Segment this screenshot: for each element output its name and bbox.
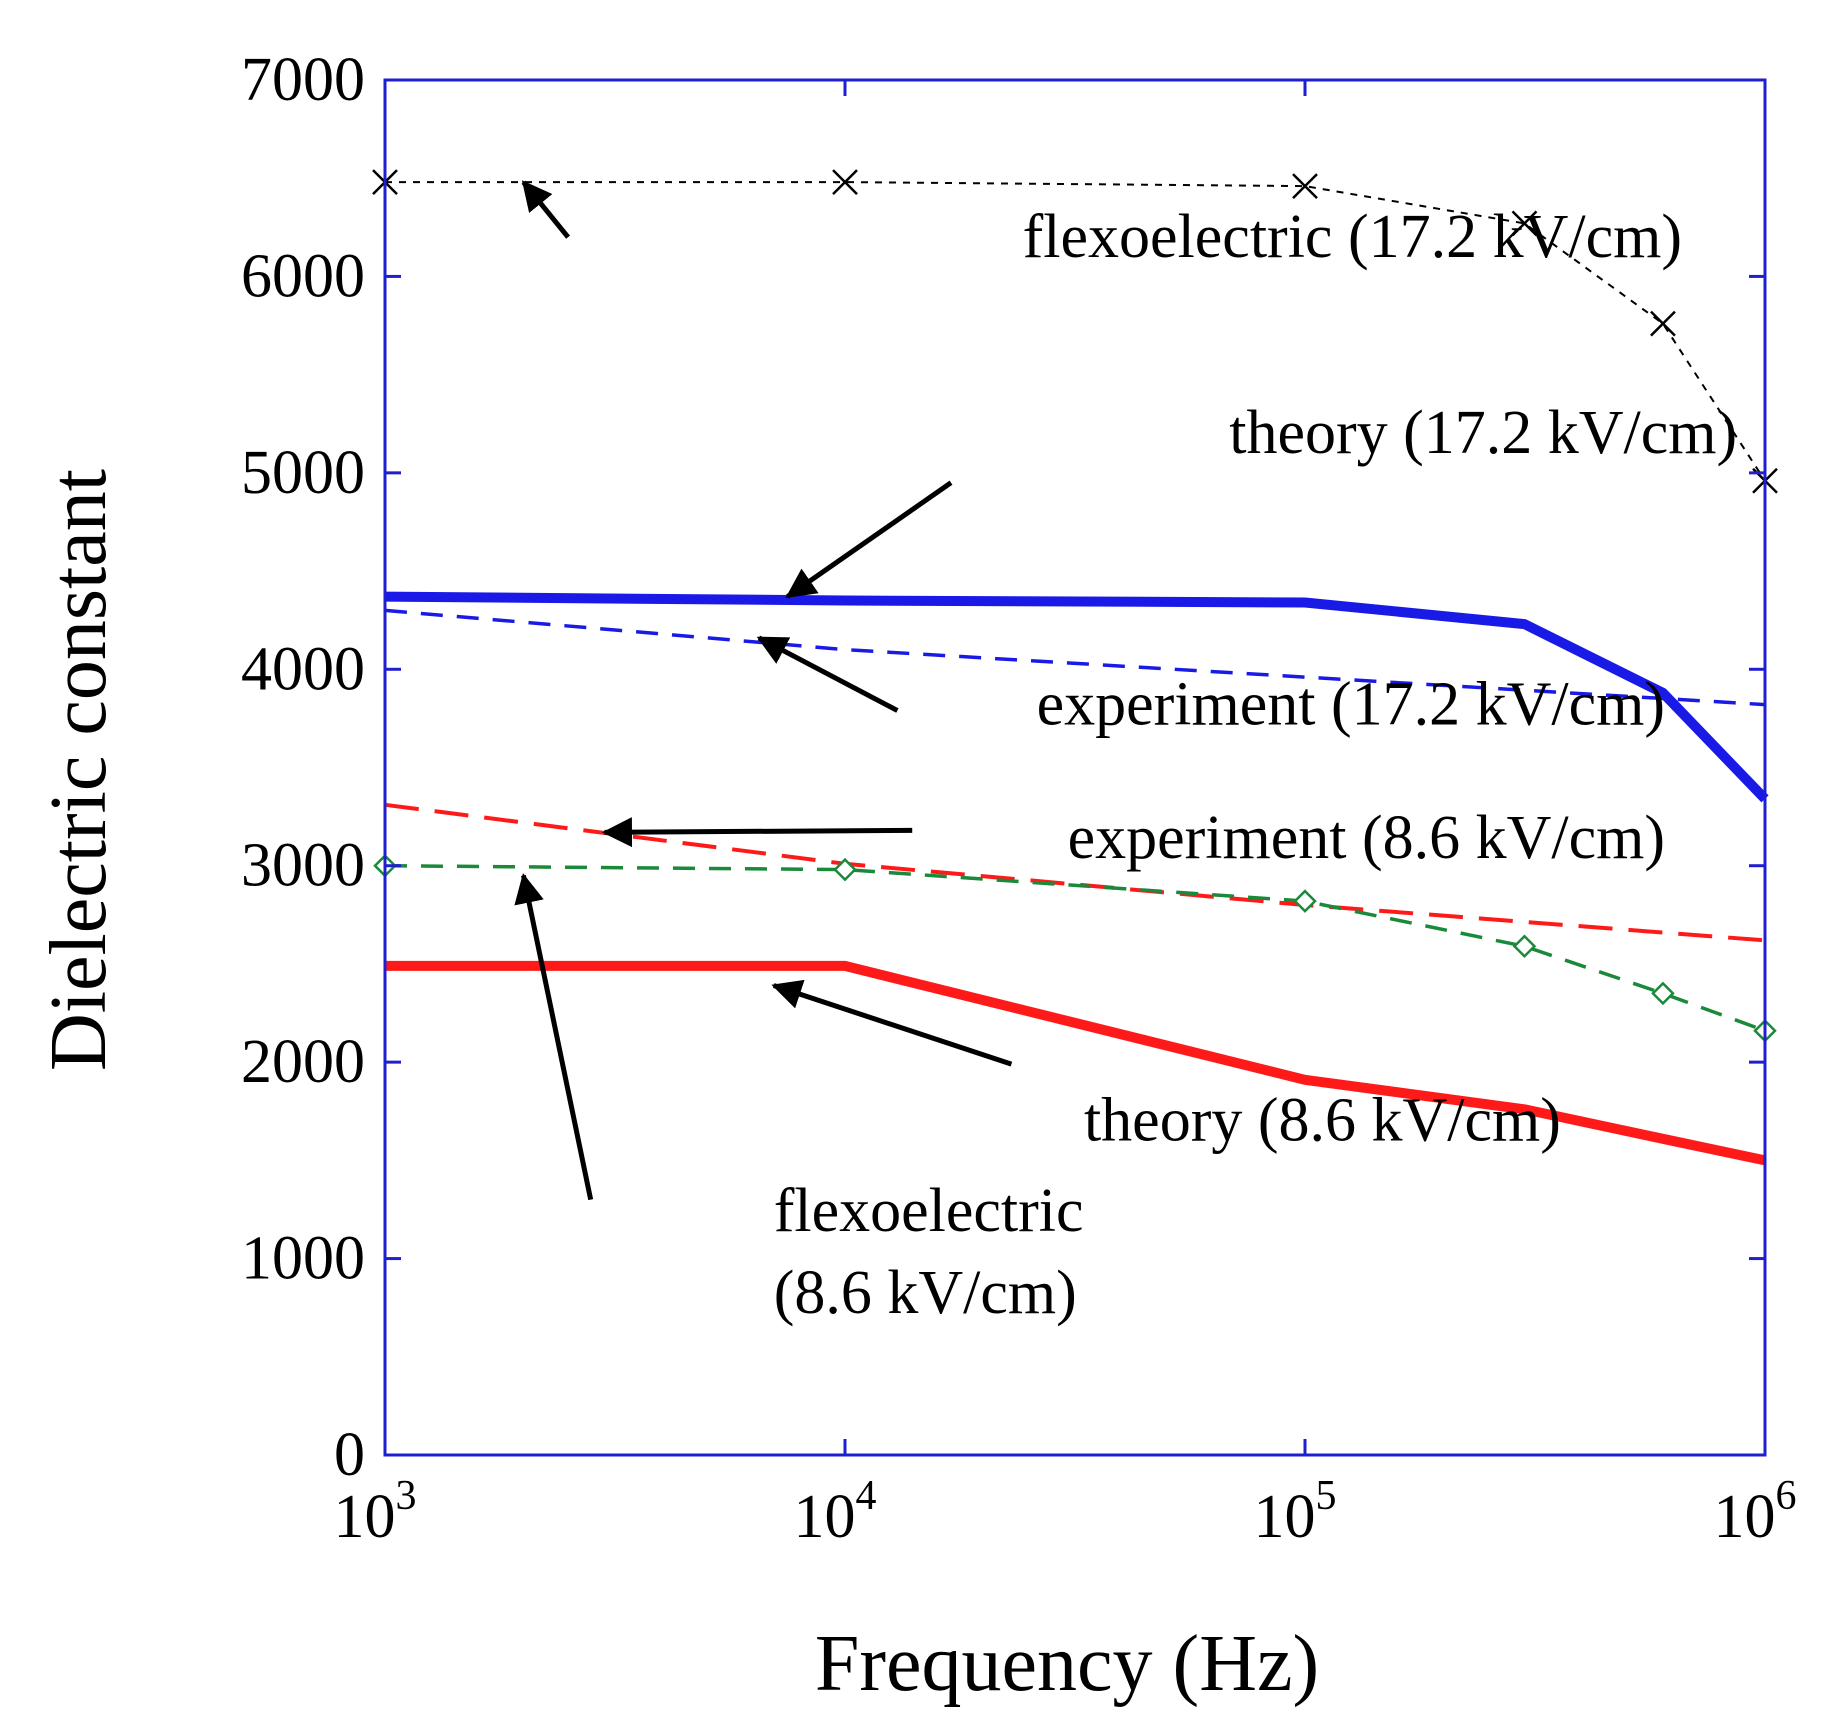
plot-frame [383,78,1767,1457]
x-tick-label: 104 [794,1473,877,1551]
annotation-theory-17-2-kv-cm: theory (17.2 kV/cm) [785,399,1737,599]
data-point [1512,934,1537,959]
data-point [833,857,857,882]
series-layer [372,169,1778,1166]
y-tick-label: 3000 [241,832,365,900]
series-experiment-17-2-kv-cm [384,608,1766,707]
data-point [1650,310,1676,337]
ticks-layer [383,78,1767,1457]
annotation-label: flexoelectric (17.2 kV/cm) [1023,203,1682,271]
annotation-experiment-17-2-kv-cm: experiment (17.2 kV/cm) [756,635,1665,738]
series-theory-8-6-kv-cm [385,960,1767,1166]
data-point [1511,210,1538,237]
x-tick-label: 103 [334,1473,417,1551]
series-flexoelectric-8-6-kv-cm [384,863,1766,1033]
y-tick-label: 0 [334,1421,365,1489]
x-tick-label: 106 [1714,1473,1797,1551]
annotation-label: theory (17.2 kV/cm) [1229,399,1737,467]
annotation-theory-8-6-kv-cm: theory (8.6 kV/cm) [771,979,1561,1155]
annotation-arrow [514,873,594,1201]
y-tick-label: 6000 [241,242,365,310]
annotation-label: experiment (8.6 kV/cm) [1068,804,1665,872]
annotation-arrow [756,635,899,713]
y-axis-title: Dielectric constant [35,469,123,1071]
annotation-label: experiment (17.2 kV/cm) [1037,670,1665,738]
data-point [832,169,858,196]
y-tick-label: 5000 [241,439,365,507]
y-tick-label: 4000 [241,635,365,703]
annotation-arrow [785,480,953,599]
labels-layer: 0 1000 2000 3000 4000 5000 6000 7000 103 104 105 10… [241,46,1797,1551]
series-flexoelectric-17-2-kv-cm [385,181,1766,482]
data-point [1293,889,1317,913]
x-tick-label: 105 [1254,1473,1337,1551]
y-tick-label: 2000 [241,1028,365,1096]
annotation-arrow [521,180,570,239]
annotation-arrow [771,979,1013,1067]
y-tick-label: 7000 [241,46,365,114]
annotation-label: theory (8.6 kV/cm) [1084,1087,1561,1155]
x-axis-title: Frequency (Hz) [815,1620,1319,1708]
y-tick-label: 1000 [241,1225,365,1293]
annotation-flexoelectric-8-6-kv-cm: flexoelectric (8.6 kV/cm) [514,873,1084,1327]
series-theory-17-2-kv-cm [384,591,1769,803]
annotation-experiment-8-6-kv-cm: experiment (8.6 kV/cm) [601,804,1665,872]
annotation-label: flexoelectric [774,1177,1084,1245]
data-point [1292,173,1318,199]
annotation-flexoelectric-17-2-kv-cm: flexoelectric (17.2 kV/cm) [521,180,1682,271]
annotation-label: (8.6 kV/cm) [774,1259,1077,1327]
annotation-arrow [601,817,913,848]
data-point [1651,981,1675,1006]
annotations-layer: flexoelectric (17.2 kV/cm) theory (17.2 k… [514,180,1737,1327]
